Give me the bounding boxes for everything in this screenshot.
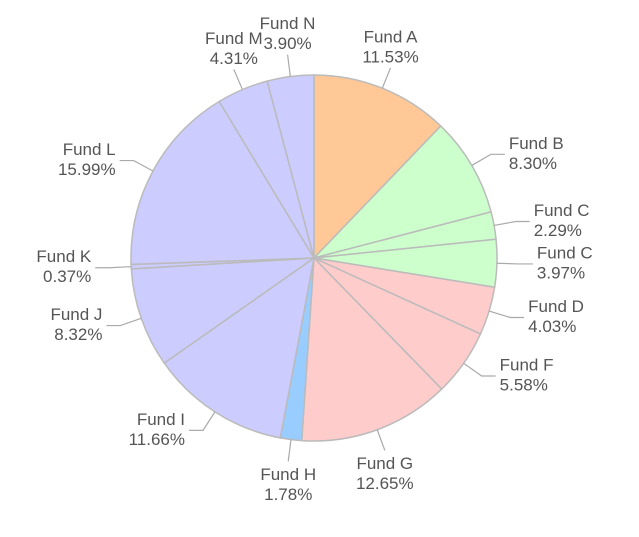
slice-label-value: 2.29% [534,221,582,240]
slice-label-value: 11.53% [362,47,418,66]
pie-slice [130,257,317,365]
slice-label-name: Fund M [205,29,263,48]
leader-line [233,69,243,90]
pie-slice [300,256,443,442]
slice-label-value: 12.65% [356,474,414,493]
slice-label-value: 8.30% [509,154,557,173]
leader-line [119,159,154,172]
leader-line [493,220,530,227]
slice-label-value: 4.31% [210,49,258,68]
slice-label-value: 0.37% [43,267,91,286]
slice-label-value: 3.90% [263,34,311,53]
slice-label-name: Fund G [356,454,413,473]
slice-label-value: 1.78% [264,485,312,504]
slice-label-value: 11.66% [129,430,185,449]
slice-label-name: Fund A [364,27,419,46]
leader-line [488,310,525,319]
slice-label-name: Fund K [36,247,91,266]
leader-line [286,54,291,77]
slice-label-name: Fund C [537,243,593,262]
leader-line [376,429,386,451]
leader-line [381,67,392,89]
slice-label-value: 5.58% [500,375,548,394]
slice-label-name: Fund I [137,410,185,429]
leader-line [463,362,496,377]
slice-label-name: Fund D [528,297,584,316]
slice-label-name: Fund L [63,140,116,159]
pie-slice [311,124,493,260]
leader-line [189,411,216,431]
slice-label-name: Fund B [509,134,564,153]
leader-line [95,266,132,269]
slice-label-value: 8.32% [54,325,102,344]
leader-line [106,317,142,327]
slice-label-name: Fund J [50,305,102,324]
slice-label-value: 4.03% [528,317,576,336]
leader-line [287,439,292,462]
pie-slice [266,74,315,259]
leader-line [496,262,533,265]
slice-label-value: 3.97% [537,263,585,282]
slice-label-name: Fund F [500,355,554,374]
slice-label-name: Fund H [260,465,316,484]
pie-slice [313,74,442,260]
pie-slice [163,256,316,439]
slice-label-name: Fund C [534,201,590,220]
slice-label-value: 15.99% [58,160,116,179]
leader-line [471,153,505,166]
slice-label-name: Fund N [260,14,316,33]
